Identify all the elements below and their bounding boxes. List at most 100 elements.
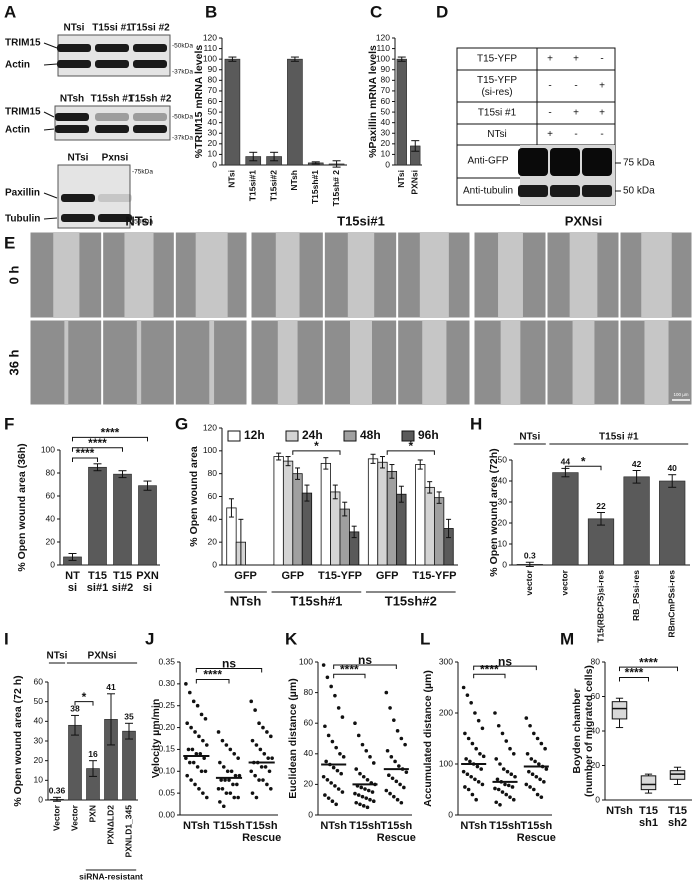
x-tick-label: vector (560, 569, 570, 595)
x-tick-label: T15sh#1 (310, 170, 320, 204)
bar (330, 491, 341, 566)
data-point (493, 786, 497, 791)
y-tick-label: 20 (208, 138, 218, 148)
marker-label: -37kDa (172, 135, 193, 142)
data-point (544, 767, 549, 771)
data-point (358, 771, 362, 776)
data-point (190, 747, 195, 752)
data-point (223, 778, 227, 782)
wound-gap (498, 232, 523, 318)
data-point (194, 752, 199, 756)
bar (377, 461, 388, 566)
data-point (463, 785, 467, 789)
group-label: T15sh#1 (290, 593, 342, 608)
bar (367, 458, 379, 566)
data-point (224, 743, 229, 747)
data-point (498, 762, 502, 766)
data-point (229, 769, 234, 774)
y-tick-label: 0.00 (158, 809, 175, 819)
data-point (321, 774, 326, 779)
data-point (224, 791, 229, 795)
y-tick-label: 90 (208, 64, 218, 74)
significance-bracket (473, 665, 537, 671)
data-point (509, 772, 514, 776)
y-tick-label: 30 (381, 128, 391, 138)
y-tick-label: 40 (208, 117, 218, 127)
data-point (387, 773, 391, 778)
data-point (470, 741, 475, 746)
group-label: NTsi (519, 432, 540, 443)
column-label: PXNsi (565, 213, 603, 228)
y-axis-label: Euclidean distance (µm) (287, 678, 299, 798)
data-point (465, 772, 470, 776)
data-point (323, 724, 327, 729)
significance-bracket (473, 673, 506, 679)
significance-bracket (386, 450, 435, 455)
data-point (500, 790, 505, 794)
band (133, 44, 167, 52)
box (640, 775, 657, 791)
band-label: Actin (5, 60, 30, 71)
bar (282, 460, 294, 566)
box (669, 770, 686, 780)
y-tick-label: 80 (208, 75, 218, 85)
data-point (393, 759, 397, 764)
data-point (263, 765, 268, 769)
bar (396, 58, 407, 166)
data-point (465, 693, 470, 697)
y-tick-label: 120 (203, 32, 217, 42)
bar (301, 492, 313, 566)
x-tick-label: GFP (234, 570, 257, 582)
x-tick-label: PXNΔLD2 (105, 805, 115, 845)
scale-bar-label: 100 µm (673, 392, 688, 397)
significance-bracket (333, 664, 397, 670)
data-point (199, 769, 204, 774)
legend-swatch (401, 430, 415, 442)
band-arrow (43, 42, 58, 49)
y-tick-label: 50 (34, 696, 44, 706)
data-point (364, 748, 369, 753)
bar (339, 508, 350, 566)
data-point (204, 743, 209, 747)
marker-label: -50kDa (172, 43, 193, 50)
data-point (325, 675, 330, 680)
band-label: Paxillin (5, 188, 40, 199)
box (611, 701, 628, 720)
bar (386, 470, 398, 566)
panel-letter: F (4, 414, 14, 433)
data-point (366, 788, 371, 793)
x-tick-label: T15 sh1 (639, 805, 658, 829)
y-tick-label: 60 (208, 96, 218, 106)
data-point (398, 782, 402, 787)
data-point (336, 706, 341, 710)
wound-gap (53, 232, 80, 318)
data-point (395, 797, 400, 802)
data-point (361, 804, 366, 808)
data-point (195, 703, 200, 708)
data-point (220, 738, 225, 743)
band (57, 44, 91, 52)
data-point (198, 752, 203, 756)
data-point (361, 774, 366, 779)
data-point (266, 756, 271, 760)
data-point (227, 778, 231, 782)
data-point (253, 708, 257, 712)
y-tick-label: 70 (381, 85, 391, 95)
blot-label: Anti-tubulin (463, 186, 513, 197)
y-tick-label: 20 (208, 536, 218, 546)
data-label: 35 (124, 712, 134, 722)
x-tick-label: T15sh (349, 820, 381, 832)
data-point (524, 716, 529, 720)
data-point (469, 774, 473, 779)
significance-bracket (195, 668, 263, 673)
data-point (184, 682, 188, 686)
data-point (339, 771, 343, 776)
data-point (494, 757, 499, 761)
data-point (510, 785, 515, 789)
data-point (392, 718, 396, 722)
bar (587, 518, 615, 566)
data-point (199, 712, 204, 717)
data-point (539, 795, 544, 799)
data-point (469, 701, 473, 705)
wound-gap (500, 320, 521, 405)
